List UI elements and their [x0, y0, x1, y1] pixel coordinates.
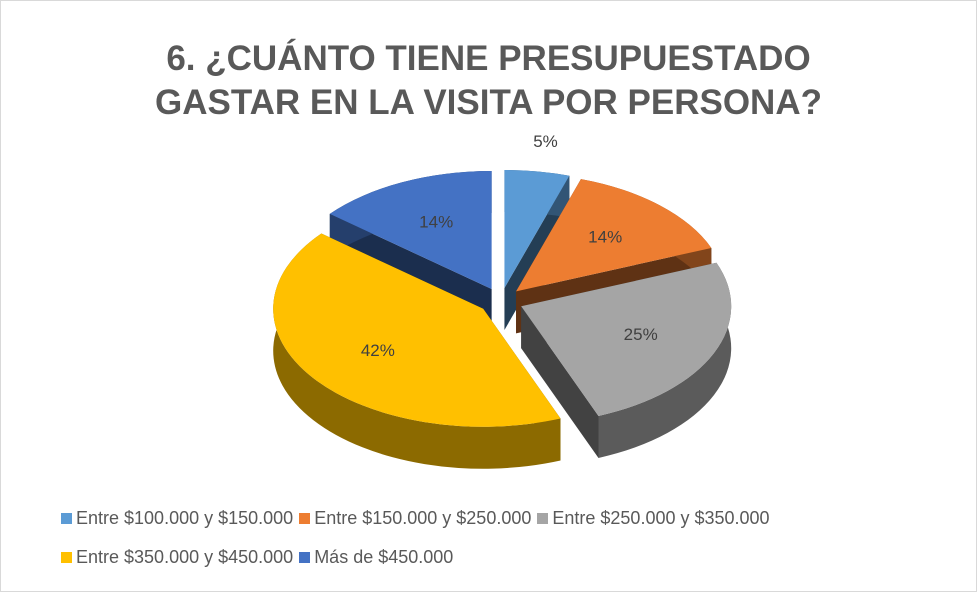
plot: 5% 14% 25% 42% 14% — [273, 132, 732, 469]
legend: Entre $100.000 y $150.000 Entre $150.000 … — [61, 508, 941, 568]
slice-wall — [521, 306, 599, 458]
legend-label: Entre $150.000 y $250.000 — [314, 508, 532, 528]
legend-swatch — [61, 552, 72, 563]
data-label: 14% — [419, 212, 453, 231]
data-label: 5% — [533, 132, 558, 151]
slice — [521, 262, 732, 416]
legend-item: Entre $250.000 y $350.000 — [537, 508, 770, 529]
legend-item: Entre $350.000 y $450.000 — [61, 547, 293, 568]
legend-label: Entre $250.000 y $350.000 — [552, 508, 770, 528]
slice — [516, 179, 712, 292]
data-label: 25% — [624, 325, 658, 344]
legend-label: Más de $450.000 — [314, 547, 454, 567]
legend-swatch — [299, 552, 311, 563]
legend-item: Entre $100.000 y $150.000 — [61, 508, 293, 529]
slice-group — [273, 233, 561, 469]
slice — [329, 171, 492, 290]
legend-swatch — [61, 513, 72, 524]
legend-item: Entre $150.000 y $250.000 — [299, 508, 531, 529]
data-label: 14% — [588, 228, 622, 247]
legend-item: Más de $450.000 — [299, 547, 453, 568]
legend-swatch — [299, 513, 311, 524]
slice-side — [598, 262, 732, 458]
legend-label: Entre $350.000 y $450.000 — [76, 547, 294, 567]
data-label: 42% — [361, 341, 395, 360]
slice — [504, 169, 570, 288]
legend-label: Entre $100.000 y $150.000 — [76, 508, 294, 528]
slice-side — [273, 233, 561, 469]
legend-swatch — [537, 513, 549, 524]
chart-title: 6. ¿CUÁNTO TIENE PRESUPUESTADO GASTAR EN… — [155, 39, 822, 122]
slice-group — [521, 262, 732, 458]
slice — [273, 233, 561, 427]
